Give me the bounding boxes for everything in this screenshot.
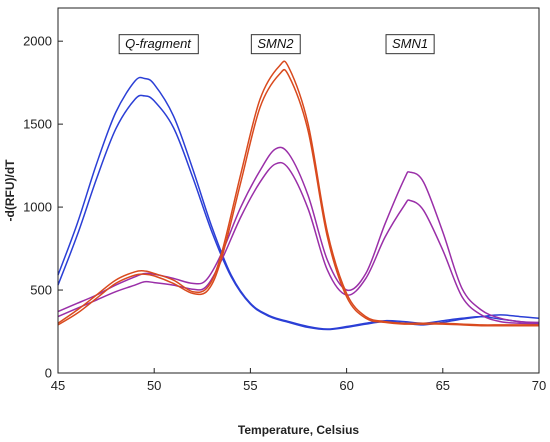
y-tick-label: 1500 (23, 117, 52, 132)
x-axis-ticks: 45 50 55 60 65 70 (51, 368, 546, 393)
annotation-text: Q-fragment (125, 36, 192, 51)
melt-curve-series-6 (57, 68, 539, 327)
annotations: Q-fragment SMN2 SMN1 (118, 34, 435, 55)
x-tick-label: 70 (532, 378, 546, 393)
x-axis-title: Temperature, Celsius (238, 423, 359, 437)
x-tick-label: 60 (339, 378, 353, 393)
annotation-label: Q-fragment (118, 34, 199, 55)
annotation-text: SMN1 (392, 36, 428, 51)
melt-curve-series-4 (57, 161, 540, 325)
plot-frame (57, 7, 540, 374)
x-tick-label: 65 (436, 378, 450, 393)
melt-curve-series-2 (57, 94, 540, 331)
x-tick-label: 55 (243, 378, 257, 393)
melt-curve-series-1 (57, 76, 540, 330)
series-layer (57, 60, 540, 331)
y-axis-ticks: 0 500 1000 1500 2000 (23, 34, 63, 381)
annotation-label: SMN1 (385, 34, 435, 55)
y-tick-label: 1000 (23, 200, 52, 215)
y-tick-label: 500 (30, 283, 52, 298)
annotation-box (118, 34, 199, 55)
x-tick-label: 45 (51, 378, 65, 393)
annotation-box (385, 34, 435, 55)
melt-curve-series-5 (57, 60, 539, 326)
y-tick-label: 0 (45, 366, 52, 381)
melt-curve-series-3 (57, 146, 540, 324)
x-tick-label: 50 (147, 378, 161, 393)
y-tick-label: 2000 (23, 34, 52, 49)
annotation-box (250, 34, 301, 55)
y-axis-title: -d(RFU)/dT (3, 159, 17, 222)
annotation-text: SMN2 (257, 36, 294, 51)
annotation-label: SMN2 (250, 34, 301, 55)
